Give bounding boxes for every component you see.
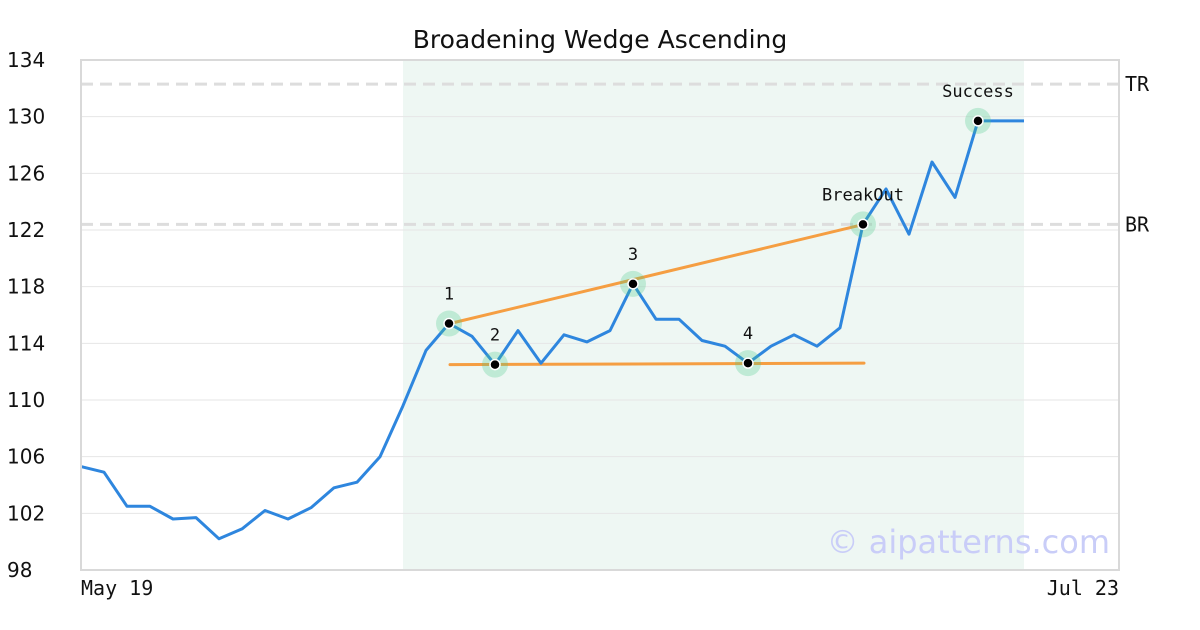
y-tick-label: 118 [7,275,45,299]
y-tick-label: 110 [7,388,45,412]
pattern-point-marker [444,319,454,329]
reference-line-label: TR [1125,72,1150,96]
pattern-point-label: BreakOut [822,185,904,205]
y-tick-label: 98 [7,558,32,582]
highlight-region-layer [403,60,1024,570]
pattern-point-marker [628,279,638,289]
reference-line-label: BR [1125,212,1150,236]
chart-title: Broadening Wedge Ascending [413,25,788,54]
y-tick-label: 122 [7,218,45,242]
highlight-region [403,60,1024,570]
y-tick-label: 114 [7,331,45,355]
y-tick-label: 130 [7,105,45,129]
x-tick-label: Jul 23 [1047,576,1119,600]
watermark-text: © aipatterns.com [827,523,1110,561]
y-tick-label: 126 [7,161,45,185]
pattern-point-marker [490,360,500,370]
pattern-point-marker [743,358,753,368]
pattern-point-label: 3 [628,245,638,265]
x-tick-label: May 19 [81,576,153,600]
pattern-point-marker [858,219,868,229]
pattern-point-label: Success [942,82,1014,102]
y-tick-label: 106 [7,445,45,469]
y-tick-label: 134 [7,48,45,72]
pattern-point-label: 4 [743,324,753,344]
pattern-point-label: 2 [490,326,500,346]
y-tick-label: 102 [7,501,45,525]
trendline [450,363,864,364]
pattern-point-marker [973,116,983,126]
pattern-point-label: 1 [444,285,454,305]
